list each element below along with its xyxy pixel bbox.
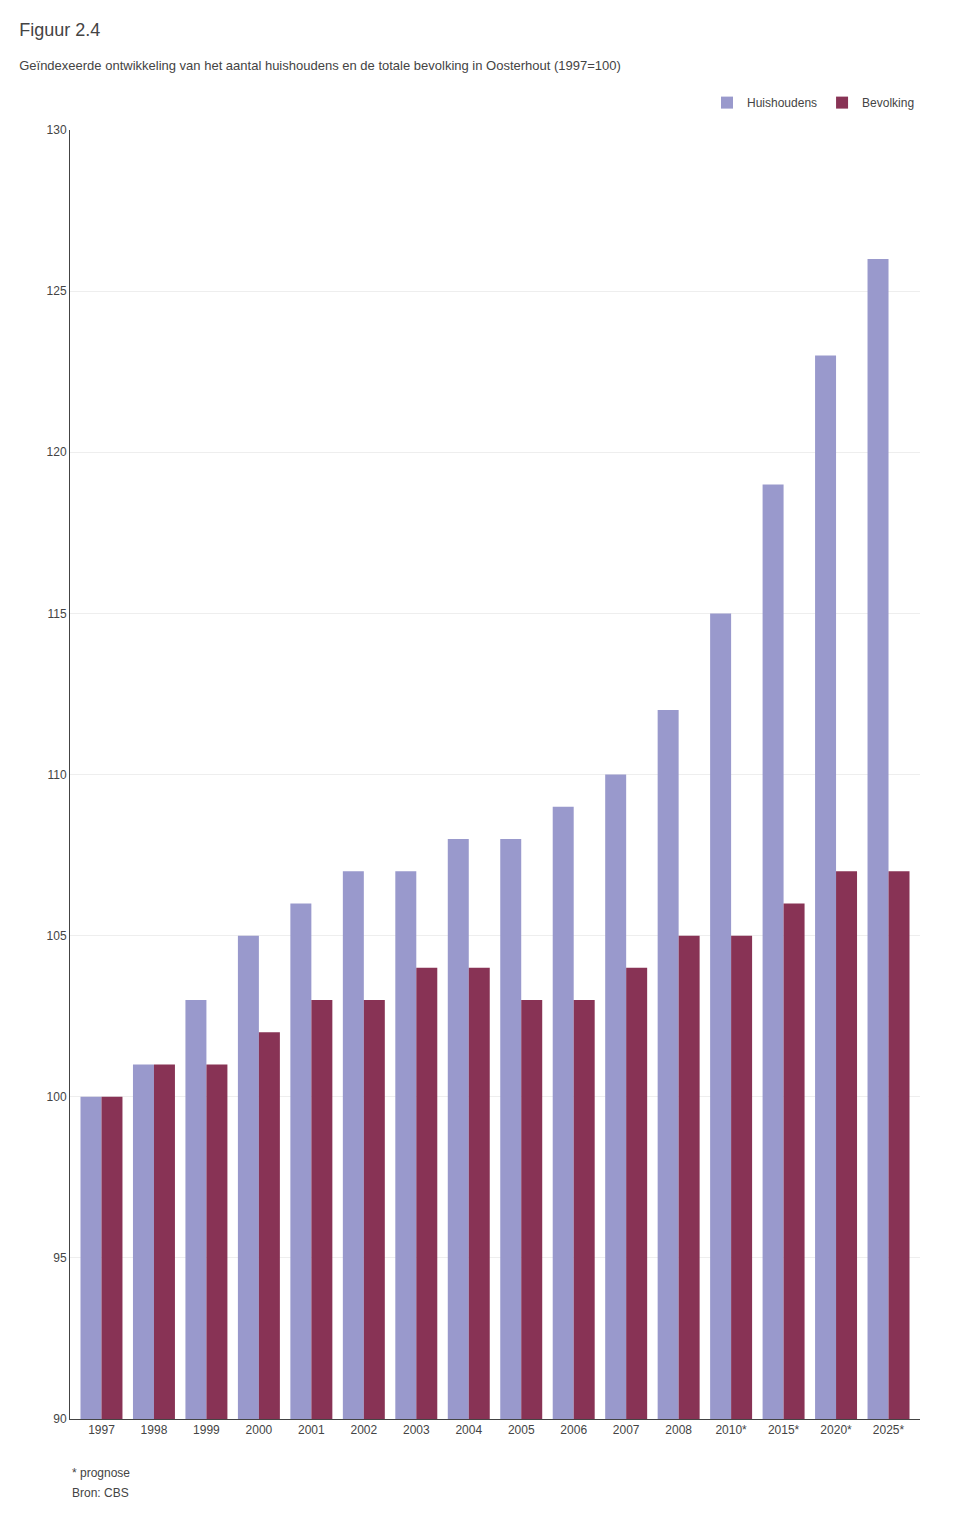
svg-text:115: 115	[47, 607, 66, 621]
svg-text:Figuur 2.4: Figuur 2.4	[19, 20, 100, 40]
svg-text:2004: 2004	[455, 1423, 482, 1437]
svg-text:2010*: 2010*	[715, 1423, 747, 1437]
svg-text:Bevolking: Bevolking	[862, 96, 914, 110]
svg-text:2002: 2002	[350, 1423, 377, 1437]
svg-text:95: 95	[53, 1251, 67, 1265]
svg-text:2001: 2001	[298, 1423, 325, 1437]
svg-text:110: 110	[47, 768, 66, 782]
svg-text:2025*: 2025*	[873, 1423, 905, 1437]
svg-text:1999: 1999	[193, 1423, 220, 1437]
svg-text:Huishoudens: Huishoudens	[747, 96, 817, 110]
svg-text:Geïndexeerde ontwikkeling van: Geïndexeerde ontwikkeling van het aantal…	[19, 58, 621, 73]
svg-text:1997: 1997	[88, 1423, 115, 1437]
svg-text:2003: 2003	[403, 1423, 430, 1437]
svg-text:1998: 1998	[141, 1423, 168, 1437]
svg-text:130: 130	[47, 123, 67, 137]
svg-text:Bron: CBS: Bron: CBS	[72, 1486, 129, 1500]
svg-text:2000: 2000	[246, 1423, 273, 1437]
svg-text:2015*: 2015*	[768, 1423, 800, 1437]
svg-text:90: 90	[53, 1412, 67, 1426]
svg-text:100: 100	[47, 1090, 67, 1104]
svg-text:2006: 2006	[560, 1423, 587, 1437]
svg-text:2007: 2007	[613, 1423, 640, 1437]
svg-text:* prognose: * prognose	[72, 1466, 130, 1480]
svg-text:2008: 2008	[665, 1423, 692, 1437]
svg-text:2020*: 2020*	[820, 1423, 852, 1437]
svg-text:105: 105	[47, 929, 67, 943]
svg-text:2005: 2005	[508, 1423, 535, 1437]
svg-text:120: 120	[47, 445, 67, 459]
svg-text:125: 125	[47, 284, 67, 298]
